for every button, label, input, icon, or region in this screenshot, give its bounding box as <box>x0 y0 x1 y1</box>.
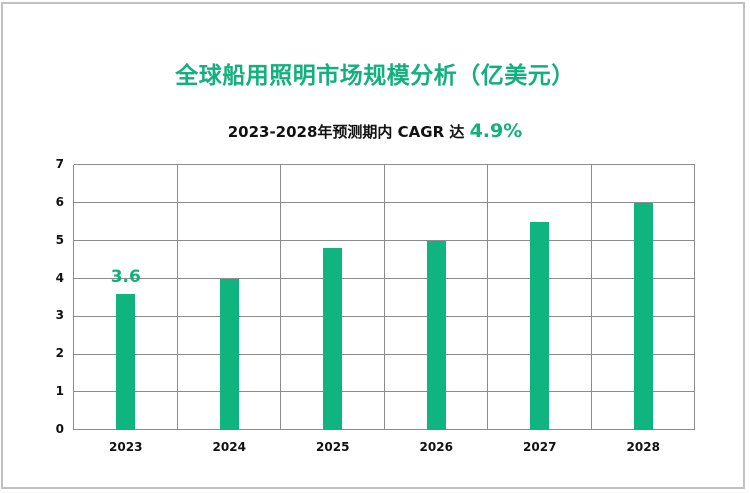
bar-2024 <box>219 278 239 430</box>
x-tick-label: 2028 <box>626 440 660 454</box>
x-tick-label: 2024 <box>212 440 246 454</box>
cagr-value: 4.9% <box>469 120 523 142</box>
y-tick-label: 4 <box>55 270 64 285</box>
gridline-x <box>590 165 592 430</box>
y-tick-label: 1 <box>55 384 64 399</box>
bar-2026 <box>426 240 446 430</box>
gridline-x <box>694 165 696 430</box>
y-tick-label: 3 <box>55 308 64 323</box>
data-label-2023: 3.6 <box>110 266 141 287</box>
chart-subtitle: 2023-2028年预测期内 CAGR 达 4.9% <box>0 120 750 142</box>
x-tick-label: 2026 <box>419 440 453 454</box>
y-tick-label: 2 <box>55 346 64 361</box>
bar-2025 <box>323 248 343 430</box>
x-tick-label: 2023 <box>109 440 143 454</box>
x-tick-label: 2027 <box>523 440 557 454</box>
chart-title: 全球船用照明市场规模分析（亿美元） <box>175 63 575 89</box>
gridline-x <box>73 165 75 430</box>
x-tick-label: 2025 <box>316 440 350 454</box>
gridline-x <box>280 165 282 430</box>
y-tick-label: 7 <box>55 157 64 171</box>
gridline-x <box>176 165 178 430</box>
y-tick-label: 0 <box>55 422 64 436</box>
bar-2023 <box>116 293 136 430</box>
gridline-x <box>383 165 385 430</box>
y-tick-label: 6 <box>55 194 64 209</box>
bar-2028 <box>633 202 653 430</box>
plot-area <box>73 164 696 431</box>
gridline-x <box>487 165 489 430</box>
gridline-y-7 <box>74 164 695 166</box>
subtitle-prefix: 2023-2028年预测期内 CAGR 达 <box>227 123 470 141</box>
y-tick-label: 5 <box>55 232 64 247</box>
bar-2027 <box>530 221 550 430</box>
